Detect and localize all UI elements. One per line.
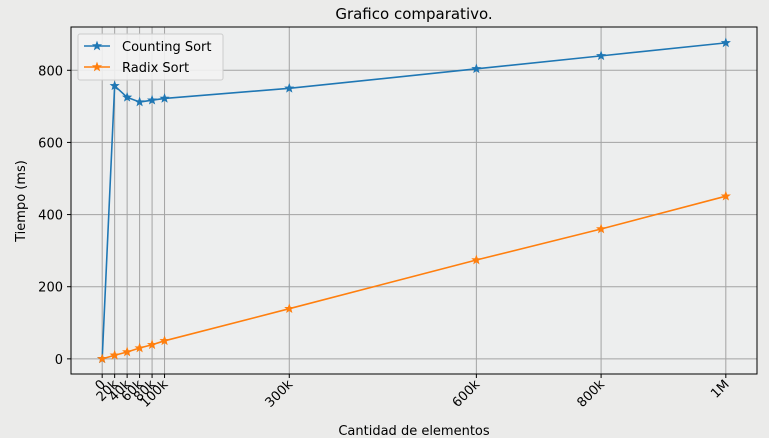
legend-marker-radix-sort [91,61,103,72]
x-axis-label: Cantidad de elementos [338,424,490,438]
legend: Counting Sort Radix Sort [77,33,224,81]
x-tick-label: 300k [263,377,297,411]
radix-sort-point [122,346,133,357]
counting-sort-point [109,80,120,91]
x-tick-label: 600k [450,377,484,411]
legend-label-radix-sort: Radix Sort [122,61,189,76]
x-tick-label: 800k [574,377,608,411]
legend-frame [77,33,224,81]
counting-sort-point [122,91,133,102]
radix-sort-point [471,254,482,265]
chart-title: Grafico comparativo. [335,5,492,23]
counting-sort-point [134,96,145,107]
counting-sort-point [284,82,295,93]
y-tick-label: 400 [38,209,63,224]
radix-sort-line [101,195,727,360]
radix-sort-point [97,353,108,364]
counting-sort-point [720,37,731,48]
y-axis-ticks: 0 200 400 600 800 [38,64,71,368]
y-tick-label: 0 [55,353,63,368]
radix-sort-point [159,335,170,346]
y-tick-label: 600 [38,136,63,151]
y-axis-label: Tiempo (ms) [14,160,29,243]
plot-area [71,27,757,374]
counting-sort-line [101,42,726,359]
x-tick-label: 1M [708,377,732,401]
radix-sort-point [134,342,145,353]
radix-sort-point [596,223,607,234]
counting-sort-point [146,94,158,105]
y-tick-label: 800 [38,64,63,79]
counting-sort-point [471,63,482,74]
radix-sort-point [146,339,158,350]
counting-sort-point [159,93,170,103]
series-layer [97,37,731,364]
legend-marker-counting-sort [91,40,103,51]
legend-label-counting-sort: Counting Sort [122,40,212,55]
radix-sort-point [720,190,731,201]
counting-sort-point [596,50,607,61]
y-tick-label: 200 [38,281,63,296]
grid [71,27,757,374]
radix-sort-point [109,349,120,360]
radix-sort-point [284,303,295,314]
plot-frame [70,26,758,375]
